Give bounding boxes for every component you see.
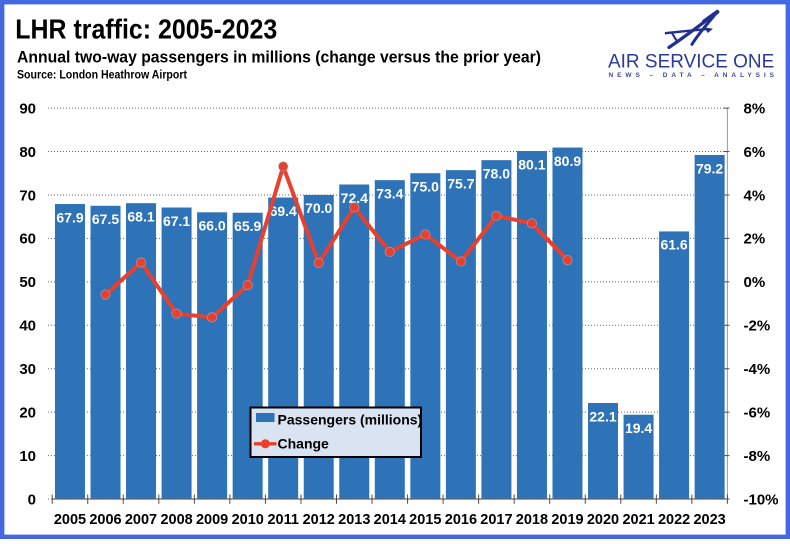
svg-text:70.0: 70.0 (305, 200, 332, 216)
svg-text:80.9: 80.9 (554, 153, 581, 169)
svg-text:80: 80 (19, 144, 36, 161)
svg-text:AIR SERVICE ONE: AIR SERVICE ONE (608, 52, 774, 73)
svg-text:2018: 2018 (516, 512, 548, 528)
svg-text:2005: 2005 (54, 512, 86, 528)
svg-text:79.2: 79.2 (696, 160, 723, 176)
svg-text:67.9: 67.9 (56, 209, 83, 225)
svg-text:69.4: 69.4 (270, 203, 297, 219)
svg-text:80.1: 80.1 (518, 156, 545, 172)
svg-text:50: 50 (19, 274, 36, 291)
svg-text:-8%: -8% (744, 448, 771, 465)
svg-text:67.5: 67.5 (92, 211, 119, 227)
svg-text:78.0: 78.0 (483, 166, 510, 182)
svg-text:2012: 2012 (303, 512, 335, 528)
svg-text:10: 10 (19, 448, 36, 465)
svg-text:2016: 2016 (445, 512, 477, 528)
svg-text:-4%: -4% (744, 361, 771, 378)
svg-text:8%: 8% (744, 100, 766, 117)
svg-text:-2%: -2% (744, 318, 771, 335)
svg-text:-6%: -6% (744, 405, 771, 422)
svg-text:67.1: 67.1 (163, 213, 190, 229)
svg-text:68.1: 68.1 (127, 209, 154, 225)
svg-text:61.6: 61.6 (660, 237, 687, 253)
svg-text:60: 60 (19, 231, 36, 248)
svg-text:2008: 2008 (160, 512, 192, 528)
svg-text:2007: 2007 (125, 512, 157, 528)
svg-text:4%: 4% (744, 187, 766, 204)
svg-text:2021: 2021 (622, 512, 654, 528)
svg-text:Source: London Heathrow Airpor: Source: London Heathrow Airport (17, 70, 187, 82)
svg-text:0%: 0% (744, 274, 766, 291)
svg-text:2014: 2014 (374, 512, 406, 528)
svg-text:66.0: 66.0 (198, 218, 225, 234)
svg-text:20: 20 (19, 405, 36, 422)
svg-text:2023: 2023 (693, 512, 725, 528)
svg-text:Change: Change (278, 436, 330, 452)
svg-text:2006: 2006 (89, 512, 121, 528)
svg-text:2017: 2017 (480, 512, 512, 528)
svg-text:LHR traffic: 2005-2023: LHR traffic: 2005-2023 (15, 14, 277, 45)
svg-text:2010: 2010 (232, 512, 264, 528)
svg-text:73.4: 73.4 (376, 186, 403, 202)
svg-text:2%: 2% (744, 231, 766, 248)
svg-text:30: 30 (19, 361, 36, 378)
svg-text:2020: 2020 (587, 512, 619, 528)
svg-text:19.4: 19.4 (625, 420, 652, 436)
svg-text:Annual two-way passengers in m: Annual two-way passengers in millions (c… (17, 47, 541, 66)
svg-text:2015: 2015 (409, 512, 441, 528)
svg-text:90: 90 (19, 100, 36, 117)
svg-text:6%: 6% (744, 144, 766, 161)
svg-text:0: 0 (28, 491, 36, 508)
svg-text:Passengers (millions): Passengers (millions) (278, 412, 423, 428)
svg-text:22.1: 22.1 (589, 408, 616, 424)
svg-text:75.0: 75.0 (412, 179, 439, 195)
svg-text:75.7: 75.7 (447, 176, 474, 192)
svg-text:2022: 2022 (658, 512, 690, 528)
svg-text:2019: 2019 (551, 512, 583, 528)
svg-text:65.9: 65.9 (234, 218, 261, 234)
svg-text:2013: 2013 (338, 512, 370, 528)
svg-text:2009: 2009 (196, 512, 228, 528)
svg-text:70: 70 (19, 187, 36, 204)
svg-text:72.4: 72.4 (341, 190, 368, 206)
svg-text:2011: 2011 (267, 512, 298, 528)
svg-text:-10%: -10% (744, 491, 779, 508)
svg-text:40: 40 (19, 318, 36, 335)
